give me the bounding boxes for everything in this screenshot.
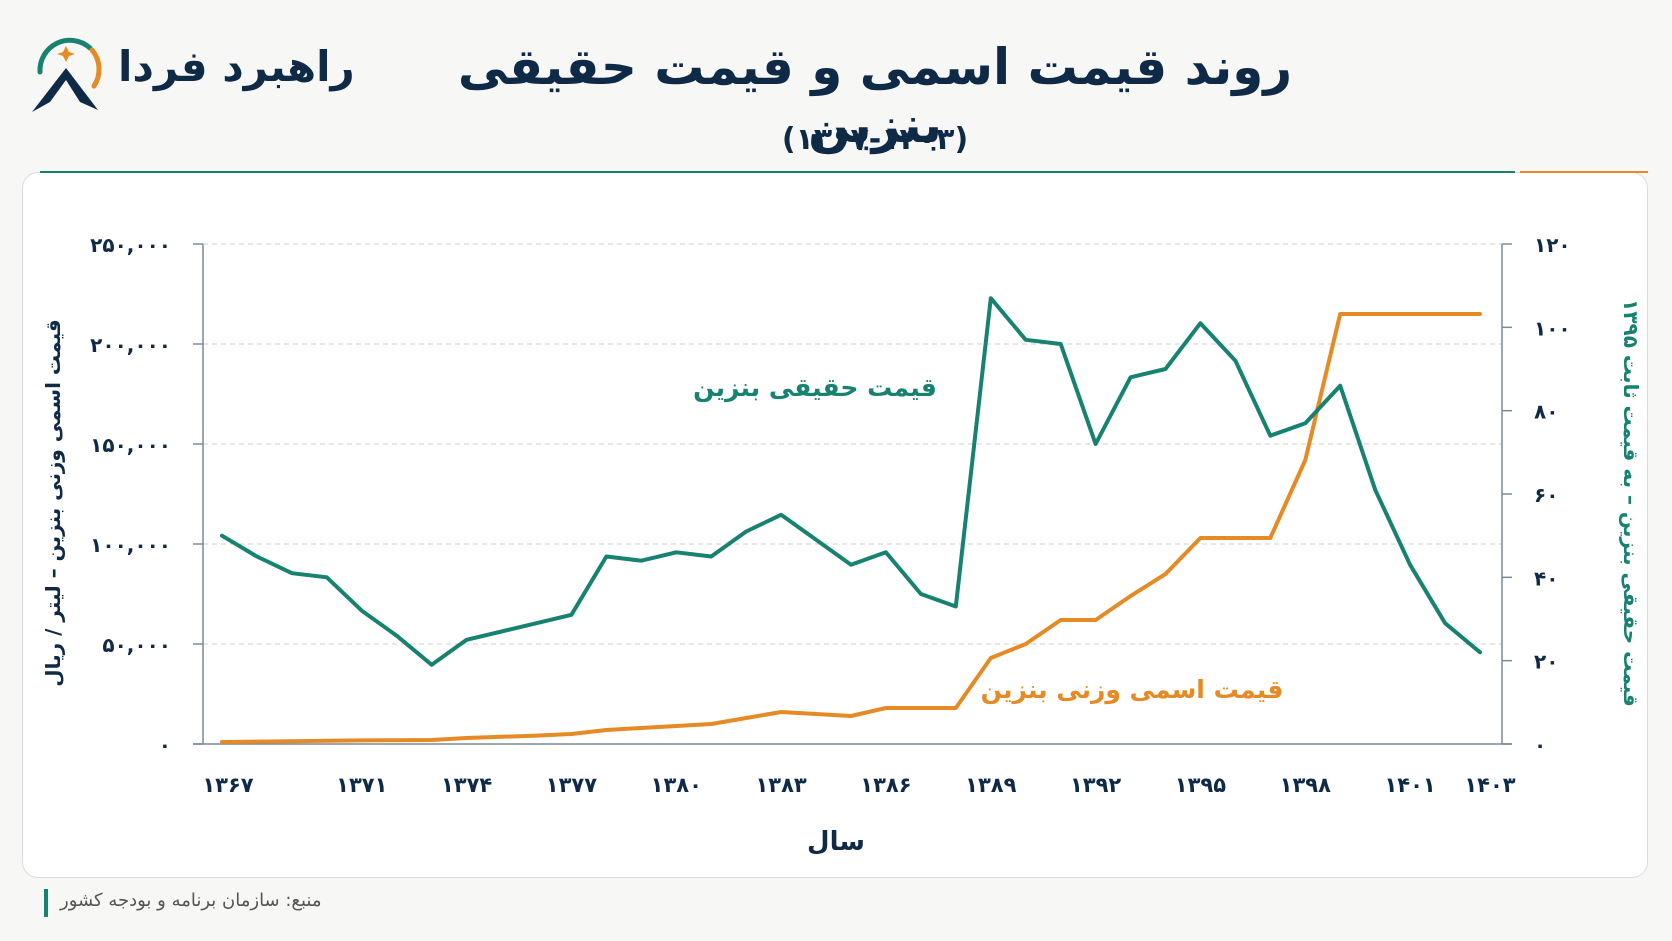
y-tick-label-right: ۶۰ xyxy=(1534,483,1558,507)
brand-logo-icon xyxy=(32,37,102,112)
card-divider xyxy=(40,171,1515,173)
chart-subtitle: (۱۳۶۷-۱۴۰۳) xyxy=(781,122,969,157)
chart-title: روند قیمت اسمی و قیمت حقیقی بنزین xyxy=(457,38,1293,154)
y-tick-label-right: ۱۰۰ xyxy=(1534,316,1571,340)
x-tick-label: ۱۳۷۴ xyxy=(441,773,492,797)
y-tick-label-right: ۱۲۰ xyxy=(1534,233,1571,257)
x-tick-label: ۱۳۶۷ xyxy=(202,773,253,797)
card-divider-accent xyxy=(1520,171,1648,173)
brand-name: راهبرد فردا xyxy=(118,42,355,91)
x-tick-label: ۱۳۷۷ xyxy=(546,773,597,797)
y-tick-label-right: ۸۰ xyxy=(1534,400,1558,424)
y-tick-label-left: ۱۰۰,۰۰۰ xyxy=(90,533,171,557)
series-line-nominal xyxy=(220,312,1482,744)
series-lines xyxy=(220,296,1482,744)
x-tick-label: ۱۳۹۲ xyxy=(1070,773,1121,797)
y-tick-label-left: ۲۰۰,۰۰۰ xyxy=(90,333,171,357)
y-tick-label-left: ۵۰,۰۰۰ xyxy=(102,633,171,657)
y-axis-right-title: قیمت حقیقی بنزین – به قیمت ثابت ۱۳۹۵ xyxy=(1619,299,1643,707)
x-tick-label: ۱۳۷۱ xyxy=(336,773,387,797)
grid-lines xyxy=(203,243,1502,645)
series-line-real xyxy=(220,296,1482,667)
y-tick-label-left: ۱۵۰,۰۰۰ xyxy=(90,433,171,457)
x-tick-label: ۱۳۸۹ xyxy=(965,773,1016,797)
y-tick-label-right: ۰ xyxy=(1534,733,1546,757)
x-tick-label: ۱۳۸۶ xyxy=(860,773,911,797)
x-tick-label: ۱۴۰۱ xyxy=(1384,773,1435,797)
source-accent-bar xyxy=(44,889,48,917)
x-tick-label: ۱۳۸۰ xyxy=(651,773,702,797)
y-tick-label-right: ۴۰ xyxy=(1534,566,1558,590)
x-tick-label: ۱۴۰۳ xyxy=(1464,773,1515,797)
x-tick-label: ۱۳۸۳ xyxy=(755,773,806,797)
chart-card xyxy=(22,172,1648,878)
x-axis-title: سال xyxy=(807,827,865,857)
y-axis-left-title: قیمت اسمی وزنی بنزین – لیتر / ریال xyxy=(41,319,65,687)
series-label-real: قیمت حقیقی بنزین xyxy=(693,373,937,403)
x-tick-label: ۱۳۹۸ xyxy=(1280,773,1331,797)
source-note: منبع: سازمان برنامه و بودجه کشور xyxy=(60,890,322,911)
tick-labels: ۰ ۵۰,۰۰۰ ۱۰۰,۰۰۰ ۱۵۰,۰۰۰ ۲۰۰,۰۰۰ ۲۵۰,۰۰۰ ۰ ۲۰ ۴۰… xyxy=(90,233,1570,797)
y-tick-label-left: ۰ xyxy=(159,733,171,757)
y-tick-label-right: ۲۰ xyxy=(1534,650,1558,674)
y-tick-label-left: ۲۵۰,۰۰۰ xyxy=(90,233,171,257)
series-label-nominal: قیمت اسمی وزنی بنزین xyxy=(981,675,1284,705)
x-tick-label: ۱۳۹۵ xyxy=(1175,773,1226,797)
axes xyxy=(193,243,1512,745)
brand-logo: راهبرد فردا xyxy=(28,30,355,120)
